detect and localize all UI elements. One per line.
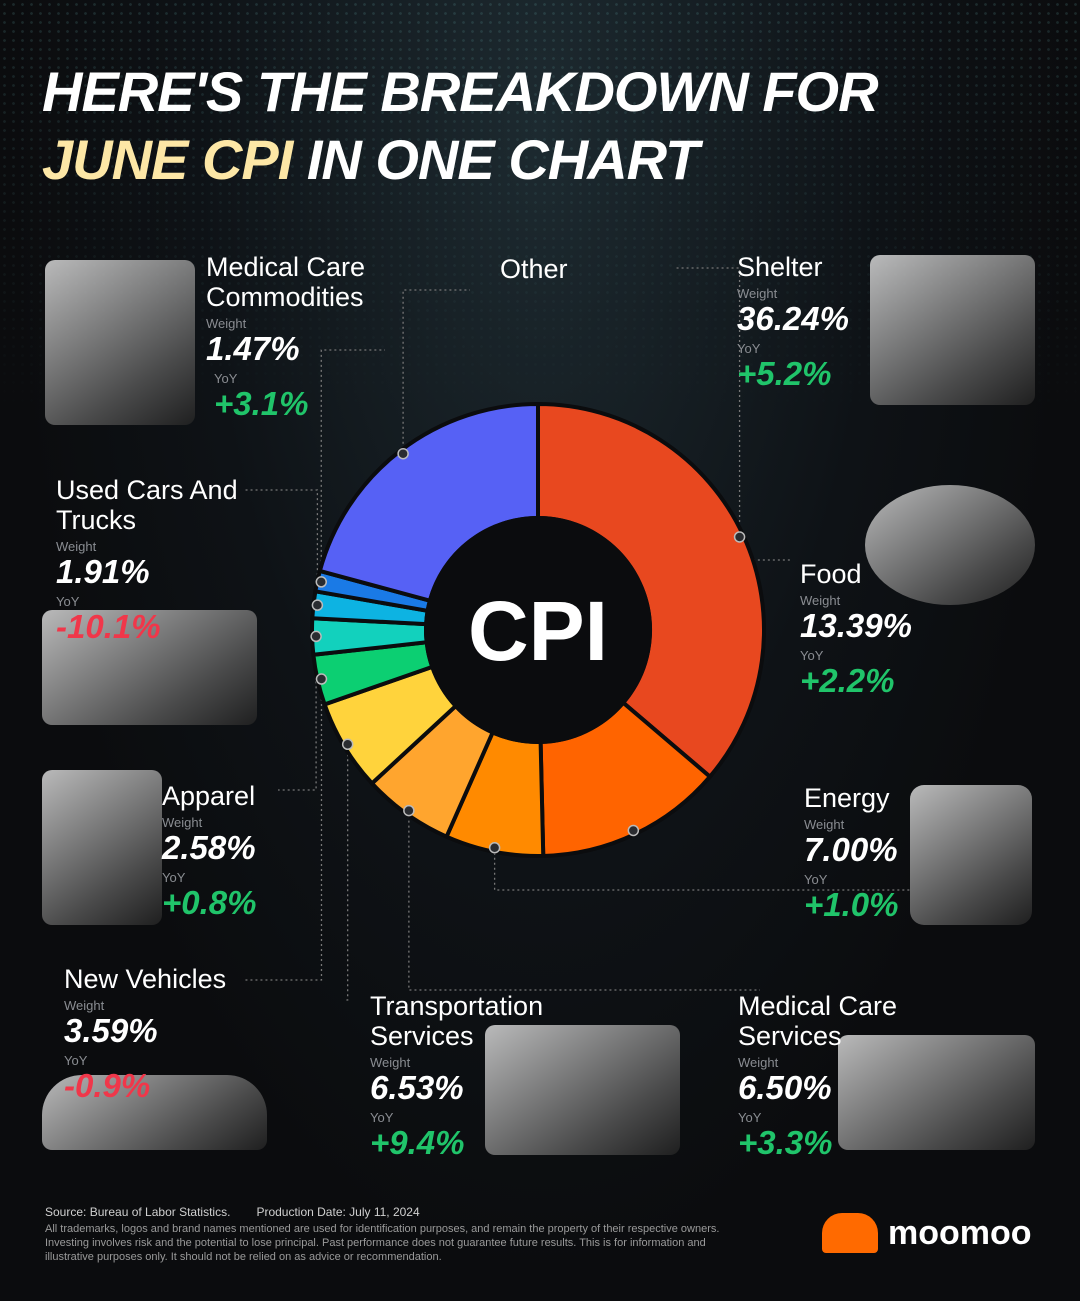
yoy-caption: YoY (738, 1110, 762, 1125)
medical-kit-image (45, 260, 195, 425)
leader-dot (315, 576, 328, 588)
weight-value: 1.91% (56, 553, 150, 590)
weight-value: 6.53% (370, 1069, 464, 1106)
weight-value: 13.39% (800, 607, 912, 644)
leader-dot (315, 673, 328, 685)
yoy-caption: YoY (64, 1053, 88, 1068)
category-name: Food (800, 559, 862, 589)
leader-dot (733, 531, 746, 543)
yoy-value: +0.8% (162, 884, 257, 921)
label-other: Other (500, 254, 568, 284)
category-name: Apparel (162, 781, 256, 811)
pickup-truck-image (42, 610, 257, 725)
food-plate-image (865, 485, 1035, 605)
title-rest: IN ONE CHART (292, 128, 699, 191)
yoy-caption: YoY (804, 872, 828, 887)
weight-value: 6.50% (738, 1069, 832, 1106)
label-medical-care-commodities: Medical Care Commodities Weight 1.47% Yo… (206, 252, 386, 422)
title-line-2: JUNE CPI IN ONE CHART (42, 126, 878, 194)
sports-car-image (42, 1075, 267, 1150)
disclaimer: All trademarks, logos and brand names me… (45, 1223, 720, 1263)
leader-line (245, 679, 323, 981)
box-truck-image (485, 1025, 680, 1155)
weight-caption: Weight (64, 998, 105, 1013)
label-transportation-services: Transportation Services Weight 6.53% YoY… (370, 991, 570, 1161)
weight-caption: Weight (804, 817, 845, 832)
label-medical-care-services: Medical Care Services Weight 6.50% YoY +… (738, 991, 918, 1161)
production-date: Production Date: July 11, 2024 (256, 1205, 420, 1219)
weight-caption: Weight (56, 539, 97, 554)
yoy-value: -10.1% (56, 608, 161, 645)
weight-caption: Weight (370, 1055, 411, 1070)
leader-dot (341, 738, 354, 751)
ambulance-image (838, 1035, 1035, 1150)
yoy-value: -0.9% (64, 1067, 151, 1104)
yoy-caption: YoY (370, 1110, 394, 1125)
category-name: Transportation Services (370, 991, 544, 1051)
weight-value: 7.00% (804, 831, 898, 868)
category-name: Shelter (737, 252, 823, 282)
weight-caption: Weight (738, 1055, 779, 1070)
oil-barrel-image (910, 785, 1032, 925)
leader-line (345, 744, 349, 1001)
weight-caption: Weight (206, 316, 247, 331)
label-apparel: Apparel Weight 2.58% YoY +0.8% (162, 781, 257, 921)
leader-line (320, 349, 385, 582)
yoy-caption: YoY (162, 870, 186, 885)
leader-line (278, 636, 317, 791)
title-line-1: HERE'S THE BREAKDOWN FOR (42, 60, 879, 123)
brand-name: moomoo (888, 1213, 1032, 1252)
category-name: Other (500, 254, 568, 284)
leader-line (245, 489, 319, 606)
label-new-vehicles: New Vehicles Weight 3.59% YoY -0.9% (64, 964, 226, 1104)
leader-dot (310, 630, 322, 643)
category-name: Medical Care Services (738, 991, 898, 1051)
yoy-value: +9.4% (370, 1124, 465, 1161)
weight-caption: Weight (737, 286, 778, 301)
house-image (870, 255, 1035, 405)
title-highlight: JUNE CPI (42, 128, 293, 191)
weight-value: 1.47% (206, 330, 300, 367)
leader-dot (311, 599, 324, 611)
source-text: Source: Bureau of Labor Statistics. (45, 1205, 231, 1219)
donut-hole (424, 516, 652, 744)
yoy-value: +5.2% (737, 355, 832, 392)
weight-value: 2.58% (162, 829, 256, 866)
yoy-value: +3.3% (738, 1124, 833, 1161)
yoy-value: +2.2% (800, 662, 895, 699)
category-name: Used Cars And Trucks (56, 475, 238, 535)
yoy-value: +3.1% (214, 385, 309, 422)
center-label: CPI (468, 584, 608, 678)
category-name: Medical Care Commodities (206, 252, 366, 312)
yoy-caption: YoY (214, 371, 238, 386)
leader-dot (403, 804, 415, 817)
weight-caption: Weight (162, 815, 203, 830)
yoy-caption: YoY (800, 648, 824, 663)
moomoo-logo: moomoo (822, 1213, 1032, 1253)
label-used-cars-and-trucks: Used Cars And Trucks Weight 1.91% YoY -1… (56, 475, 256, 645)
yoy-caption: YoY (737, 341, 761, 356)
yoy-caption: YoY (56, 594, 80, 609)
label-food: Food Weight 13.39% YoY +2.2% (800, 559, 912, 699)
weight-value: 36.24% (737, 300, 849, 337)
leader-dot (488, 841, 501, 854)
footer: Source: Bureau of Labor Statistics. Produ… (45, 1205, 725, 1264)
yoy-value: +1.0% (804, 886, 899, 923)
label-shelter: Shelter Weight 36.24% YoY +5.2% (737, 252, 849, 392)
weight-caption: Weight (800, 593, 841, 608)
blazer-image (42, 770, 162, 925)
weight-value: 3.59% (64, 1012, 158, 1049)
page-title: HERE'S THE BREAKDOWN FOR JUNE CPI IN ONE… (42, 58, 879, 194)
label-energy: Energy Weight 7.00% YoY +1.0% (804, 783, 899, 923)
leader-dot (397, 447, 409, 460)
leader-dot (627, 824, 640, 837)
category-name: New Vehicles (64, 964, 227, 994)
bull-logo-icon (822, 1213, 878, 1253)
category-name: Energy (804, 783, 890, 813)
